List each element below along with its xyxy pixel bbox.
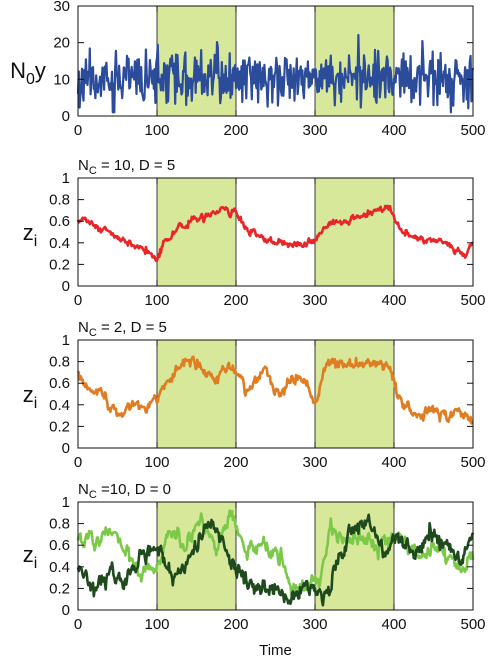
x-tick-label: 200: [223, 292, 248, 309]
x-tick-label: 0: [74, 454, 82, 471]
series-line-1: [76, 355, 474, 425]
x-tick-label: 400: [381, 454, 406, 471]
highlight-band: [157, 502, 236, 610]
x-tick-label: 500: [460, 292, 485, 309]
panel-annotation: NC = 10, D = 5: [78, 157, 175, 177]
x-tick-label: 400: [381, 616, 406, 633]
x-axis-label: Time: [259, 642, 292, 659]
x-tick-label: 0: [74, 122, 82, 139]
y-tick-label: 0.4: [49, 559, 70, 576]
y-tick-label: 30: [53, 0, 70, 15]
y-axis-label: zi: [23, 382, 38, 412]
x-tick-label: 300: [302, 454, 327, 471]
x-tick-label: 500: [460, 454, 485, 471]
panel-4: 0 100 200 300 400 500 0 0.2 0.4 0.6 0.8 1 zi NC =10, …: [23, 481, 486, 659]
x-tick-label: 100: [144, 454, 169, 471]
y-tick-label: 10: [53, 71, 70, 88]
panel-3: 0 100 200 300 400 500 0 0.2 0.4 0.6 0.8 1 zi NC = 2, …: [23, 319, 486, 471]
y-tick-label: 0: [62, 278, 70, 295]
x-tick-label: 300: [302, 122, 327, 139]
x-tick-label: 500: [460, 122, 485, 139]
plot-frame: [77, 501, 474, 611]
y-tick-label: 1: [62, 494, 70, 511]
highlight-band: [157, 178, 236, 286]
x-tick-label: 200: [223, 122, 248, 139]
x-tick-label: 300: [302, 616, 327, 633]
series-line-1: [76, 204, 474, 263]
y-tick-label: 20: [53, 35, 70, 52]
plot-frame: [77, 5, 474, 117]
y-tick-label: 0.4: [49, 235, 70, 252]
y-tick-label: 0.8: [49, 354, 70, 371]
panel-1: 0 100 200 300 400 500 0 10 20 30 N0y: [10, 0, 485, 139]
x-tick-label: 300: [302, 292, 327, 309]
y-tick-label: 0.2: [49, 418, 70, 435]
x-tick-label: 200: [223, 454, 248, 471]
x-tick-label: 0: [74, 292, 82, 309]
y-tick-label: 0.6: [49, 375, 70, 392]
series-line-2: [76, 513, 475, 607]
y-tick-label: 0.2: [49, 256, 70, 273]
x-tick-label: 400: [381, 292, 406, 309]
panel-annotation: NC =10, D = 0: [78, 481, 171, 501]
plot-frame: [77, 339, 474, 449]
y-axis-label: N0y: [10, 58, 46, 88]
y-tick-label: 1: [62, 170, 70, 187]
y-tick-label: 0.2: [49, 580, 70, 597]
highlight-band: [157, 340, 236, 448]
plot-frame: [77, 177, 474, 287]
x-tick-label: 100: [144, 122, 169, 139]
y-tick-label: 0: [62, 602, 70, 619]
x-tick-label: 500: [460, 616, 485, 633]
y-tick-label: 0.8: [49, 192, 70, 209]
y-axis-label: zi: [23, 220, 38, 250]
series-line-1: [76, 33, 475, 114]
x-tick-label: 0: [74, 616, 82, 633]
y-tick-label: 0.6: [49, 537, 70, 554]
x-tick-label: 100: [144, 616, 169, 633]
y-tick-label: 0: [62, 440, 70, 457]
y-tick-label: 1: [62, 332, 70, 349]
y-tick-label: 0: [62, 108, 70, 125]
y-tick-label: 0.8: [49, 516, 70, 533]
series-line-1: [76, 509, 475, 596]
panel-2: 0 100 200 300 400 500 0 0.2 0.4 0.6 0.8 1 zi NC = 10,…: [23, 157, 486, 309]
panel-annotation: NC = 2, D = 5: [78, 319, 167, 339]
highlight-band: [315, 340, 394, 448]
y-axis-label: zi: [23, 542, 38, 572]
y-tick-label: 0.4: [49, 397, 70, 414]
y-tick-label: 0.6: [49, 213, 70, 230]
x-tick-label: 100: [144, 292, 169, 309]
x-tick-label: 200: [223, 616, 248, 633]
highlight-band: [315, 178, 394, 286]
x-tick-label: 400: [381, 122, 406, 139]
